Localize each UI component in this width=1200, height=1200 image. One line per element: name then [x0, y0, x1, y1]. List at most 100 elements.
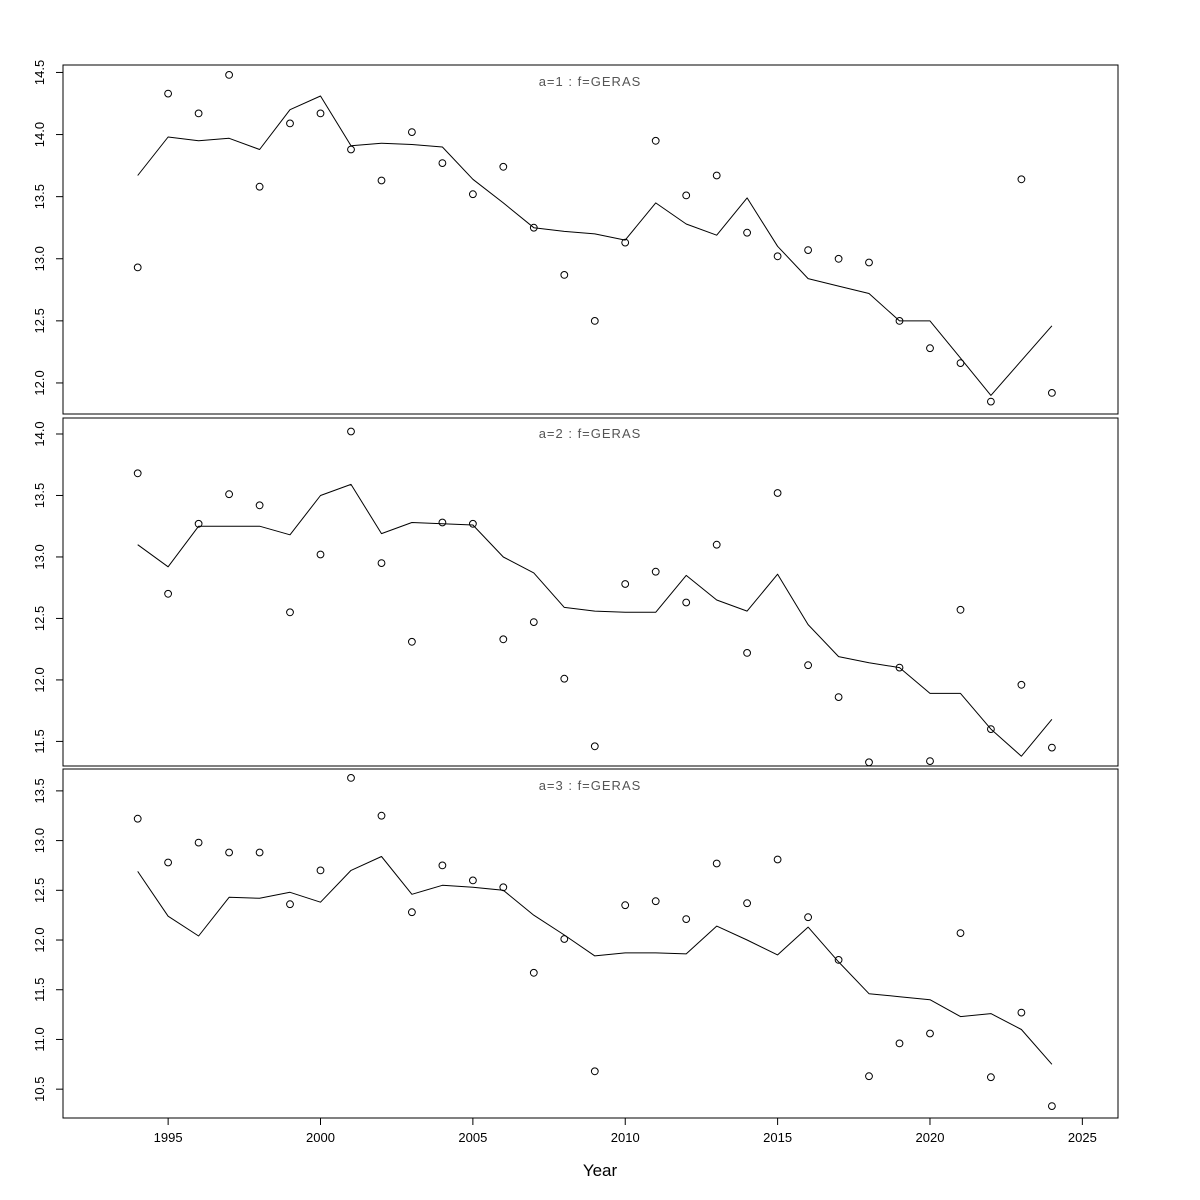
data-point: [316, 550, 325, 559]
data-point: [164, 589, 173, 598]
panel-2-fit-line: [137, 483, 1053, 757]
data-point: [560, 674, 569, 683]
data-point: [987, 397, 995, 406]
data-point: [225, 848, 234, 857]
data-point: [682, 598, 691, 607]
x-tick-label: 2025: [1068, 1130, 1097, 1145]
data-point: [1017, 175, 1026, 184]
y-tick-label: 12.5: [32, 606, 47, 631]
data-point: [377, 176, 386, 185]
data-point: [621, 901, 630, 910]
panel-3-border: [62, 768, 1119, 1119]
data-point: [438, 518, 447, 527]
data-point: [712, 859, 721, 868]
data-point: [347, 774, 355, 782]
data-point: [133, 263, 142, 272]
x-tick-label: 1995: [154, 1130, 183, 1145]
data-point: [438, 861, 447, 870]
data-point: [895, 1039, 904, 1048]
data-point: [926, 1029, 934, 1038]
data-point: [469, 519, 477, 528]
data-point: [194, 838, 203, 847]
data-point: [133, 469, 142, 478]
panel-title-a3: a=3 : f=GERAS: [539, 778, 642, 793]
x-tick-label: 2020: [916, 1130, 945, 1145]
data-point: [560, 271, 569, 279]
data-point: [1017, 1008, 1026, 1017]
y-tick-label: 13.5: [32, 778, 47, 803]
data-point: [773, 855, 782, 864]
data-point: [529, 223, 538, 232]
data-point: [377, 811, 386, 820]
y-tick-label: 11.0: [32, 1027, 47, 1051]
panel-title-a1: a=1 : f=GERAS: [539, 74, 642, 89]
data-point: [804, 661, 812, 670]
data-point: [499, 635, 508, 644]
data-point: [834, 254, 843, 263]
data-point: [956, 359, 965, 368]
y-tick-label: 14.0: [32, 122, 47, 147]
data-point: [408, 908, 416, 917]
y-tick-label: 12.5: [32, 308, 47, 333]
data-point: [590, 1067, 599, 1076]
data-point: [712, 171, 721, 180]
data-point: [590, 317, 599, 325]
panel-title-a2: a=2 : f=GERAS: [539, 426, 642, 441]
data-point: [499, 162, 508, 171]
data-point: [469, 876, 477, 885]
data-point: [469, 190, 477, 199]
data-point: [225, 71, 234, 79]
data-point: [621, 580, 630, 588]
data-point: [194, 519, 203, 528]
data-point: [286, 119, 294, 128]
panel-1-fit-line: [137, 95, 1053, 396]
data-point: [560, 935, 569, 943]
data-point: [316, 866, 325, 875]
data-point: [164, 89, 173, 98]
data-point: [347, 427, 355, 436]
data-point: [651, 567, 660, 576]
y-tick-label: 13.5: [32, 483, 47, 508]
y-tick-label: 10.5: [32, 1077, 47, 1102]
data-point: [773, 252, 782, 261]
data-point: [682, 191, 691, 200]
data-point: [286, 608, 294, 617]
data-point: [987, 725, 995, 733]
data-point: [743, 228, 751, 237]
y-tick-label: 14.5: [32, 60, 47, 85]
data-point: [225, 490, 234, 499]
x-tick-label: 2015: [763, 1130, 792, 1145]
data-point: [194, 109, 203, 118]
panel-2-border: [62, 417, 1119, 767]
y-tick-label: 12.5: [32, 878, 47, 903]
data-point: [987, 1073, 995, 1082]
y-tick-label: 13.5: [32, 184, 47, 209]
data-point: [529, 968, 538, 977]
data-point: [499, 883, 508, 892]
data-point: [773, 489, 782, 497]
data-point: [316, 109, 325, 118]
data-point: [651, 136, 660, 145]
data-point: [865, 1072, 873, 1081]
data-point: [834, 956, 843, 964]
data-point: [1048, 743, 1056, 752]
data-point: [164, 858, 173, 867]
y-tick-label: 14.0: [32, 421, 47, 446]
data-point: [743, 649, 751, 657]
data-point: [1017, 680, 1026, 689]
data-point: [286, 900, 294, 909]
y-tick-label: 11.5: [32, 978, 47, 1002]
data-point: [804, 913, 812, 922]
data-point: [1048, 389, 1056, 397]
y-tick-label: 12.0: [32, 370, 47, 395]
data-point: [865, 258, 873, 267]
y-tick-label: 13.0: [32, 246, 47, 271]
data-point: [1048, 1102, 1056, 1110]
x-axis-title: Year: [583, 1161, 618, 1180]
data-point: [865, 758, 873, 767]
data-point: [408, 637, 416, 646]
data-point: [895, 317, 904, 325]
x-tick-label: 2005: [458, 1130, 487, 1145]
